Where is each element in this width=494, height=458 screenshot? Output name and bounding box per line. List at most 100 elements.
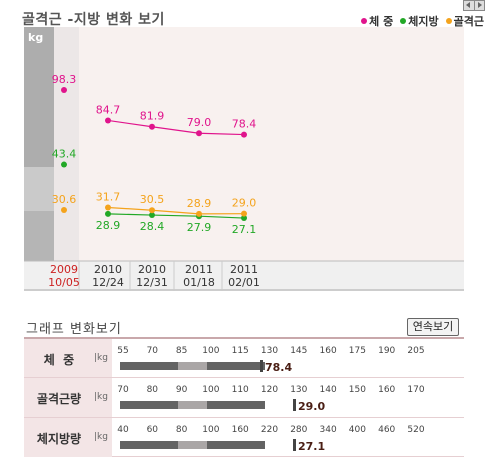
scale-segment bbox=[207, 362, 265, 370]
series-line bbox=[107, 206, 245, 215]
scale-row-header: 체지방량 |kg bbox=[24, 418, 112, 457]
scale-tick-label: 340 bbox=[320, 425, 337, 435]
data-label: 31.7 bbox=[96, 190, 121, 203]
scale-row: 체지방량 |kg 40 60 80 100 160 220 280 340 400 460 520 27.… bbox=[24, 417, 464, 457]
value-marker bbox=[260, 360, 263, 372]
pager-nav[interactable] bbox=[463, 0, 485, 11]
line-chart: kg 98.3 84.7 81.9 79.0 78.4 43.4 28.9 28.4 27.9 27… bbox=[24, 27, 464, 291]
value-label: 29.0 bbox=[298, 400, 325, 413]
date-day-label: 12/24 bbox=[92, 276, 124, 289]
date-day-label: 01/18 bbox=[183, 276, 215, 289]
y-axis-band-lower bbox=[24, 211, 54, 261]
scale-tick-label: 55 bbox=[117, 346, 128, 356]
scale-tick-label: 90 bbox=[176, 385, 188, 395]
data-point bbox=[196, 130, 202, 137]
scale-segment bbox=[120, 401, 178, 409]
bar-scale-table: 체 중 |kg 55 70 85 100 115 130 145 160 175 190 205 78.4… bbox=[24, 337, 464, 457]
scale-tick-label: 70 bbox=[117, 385, 129, 395]
scale-segment bbox=[120, 441, 178, 449]
date-day-label: 12/31 bbox=[136, 276, 168, 289]
data-label: 27.9 bbox=[187, 221, 212, 234]
value-marker bbox=[293, 439, 296, 451]
scale-row-header: 골격근량 |kg bbox=[24, 378, 112, 417]
scale-bar-chart: 70 80 90 100 110 120 130 140 150 160 170 29.0 bbox=[117, 385, 425, 413]
data-point bbox=[149, 212, 155, 219]
data-label: 28.9 bbox=[187, 197, 212, 210]
plot-background bbox=[79, 27, 464, 261]
scale-tick-label: 460 bbox=[378, 425, 395, 435]
scale-tick-label: 160 bbox=[320, 346, 337, 356]
scale-bar-chart: 55 70 85 100 115 130 145 160 175 190 205 78.4 bbox=[117, 346, 424, 374]
data-point bbox=[149, 123, 155, 130]
scale-tick-label: 170 bbox=[407, 385, 424, 395]
value-label: 27.1 bbox=[298, 440, 325, 453]
data-label: 79.0 bbox=[187, 116, 212, 129]
first-date-column bbox=[54, 27, 79, 261]
data-point bbox=[196, 210, 202, 217]
scale-segment bbox=[120, 362, 178, 370]
scale-tick-label: 115 bbox=[232, 346, 249, 356]
scale-row-label: 체 중 bbox=[43, 353, 75, 367]
chart-legend: 체 중 체지방 골격근 bbox=[361, 13, 484, 29]
scale-tick-label: 160 bbox=[378, 385, 395, 395]
scale-row-label: 골격근량 bbox=[36, 392, 82, 406]
data-point bbox=[241, 210, 247, 217]
legend-label-muscle: 골격근 bbox=[453, 15, 484, 28]
data-label: 29.0 bbox=[232, 197, 257, 210]
legend-label-fat: 체지방 bbox=[408, 15, 439, 28]
data-label: 98.3 bbox=[52, 73, 77, 86]
data-point bbox=[105, 117, 111, 124]
scale-tick-label: 120 bbox=[261, 385, 278, 395]
scale-tick-label: 100 bbox=[202, 385, 219, 395]
scale-tick-label: 100 bbox=[202, 346, 219, 356]
scale-row-header: 체 중 |kg bbox=[24, 339, 112, 378]
legend-item-muscle: 골격근 bbox=[445, 13, 484, 29]
data-label: 78.4 bbox=[232, 118, 257, 131]
scale-tick-label: 40 bbox=[117, 425, 129, 435]
data-point bbox=[61, 161, 67, 168]
scale-tick-label: 150 bbox=[349, 385, 366, 395]
data-point bbox=[61, 207, 67, 213]
scale-row-unit: |kg bbox=[94, 392, 108, 402]
scale-tick-label: 70 bbox=[147, 346, 159, 356]
value-marker bbox=[293, 399, 296, 411]
data-label: 30.5 bbox=[140, 193, 165, 206]
scale-tick-label: 100 bbox=[202, 425, 219, 435]
y-axis-band-light bbox=[24, 167, 54, 211]
data-point bbox=[149, 207, 155, 214]
scale-segment bbox=[178, 362, 207, 370]
scale-row-unit: |kg bbox=[94, 353, 108, 363]
legend-item-weight: 체 중 bbox=[361, 13, 393, 29]
prev-page-icon[interactable] bbox=[464, 1, 475, 10]
scale-tick-label: 160 bbox=[232, 425, 249, 435]
date-year-label: 2010 bbox=[138, 263, 166, 276]
chart-title: 골격근 -지방 변화 보기 bbox=[22, 12, 165, 28]
scale-tick-label: 175 bbox=[349, 346, 366, 356]
data-point bbox=[105, 210, 111, 217]
data-label: 84.7 bbox=[96, 103, 121, 116]
date-axis-band bbox=[24, 261, 464, 291]
scale-row: 골격근량 |kg 70 80 90 100 110 120 130 140 150 160 170 29.… bbox=[24, 377, 464, 417]
date-year-label: 2011 bbox=[230, 263, 258, 276]
date-year-label: 2009 bbox=[50, 263, 78, 276]
scale-segment bbox=[207, 441, 265, 449]
legend-dot-fat bbox=[400, 18, 407, 24]
date-day-label: 02/01 bbox=[228, 276, 260, 289]
date-year-label: 2011 bbox=[185, 263, 213, 276]
scale-tick-label: 60 bbox=[147, 425, 159, 435]
data-label: 28.9 bbox=[96, 219, 121, 232]
date-year-label: 2010 bbox=[94, 263, 122, 276]
next-page-icon[interactable] bbox=[475, 1, 485, 10]
data-label: 28.4 bbox=[140, 220, 165, 233]
date-day-label: 10/05 bbox=[48, 276, 80, 289]
scale-tick-label: 400 bbox=[349, 425, 366, 435]
scale-row-unit: |kg bbox=[94, 432, 108, 442]
scale-tick-label: 130 bbox=[290, 385, 307, 395]
scale-segment bbox=[178, 441, 207, 449]
scale-segment bbox=[207, 401, 265, 409]
scale-tick-label: 220 bbox=[261, 425, 278, 435]
continuous-view-button[interactable]: 연속보기 bbox=[407, 318, 459, 336]
data-point bbox=[241, 131, 247, 138]
legend-dot-weight bbox=[361, 18, 368, 24]
scale-tick-label: 80 bbox=[176, 425, 188, 435]
